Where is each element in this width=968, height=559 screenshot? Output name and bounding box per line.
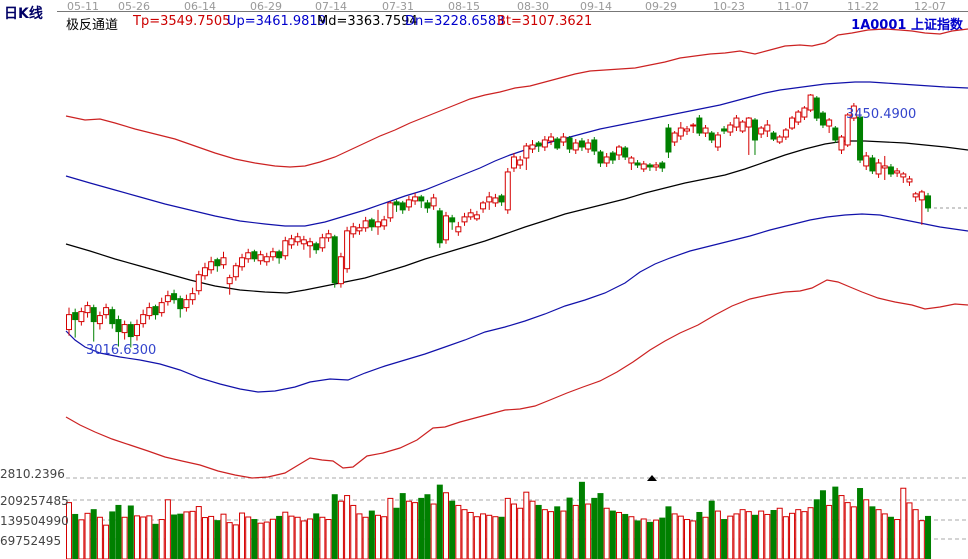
channel-line-up	[65, 81, 968, 227]
indicator-name: 极反通道	[66, 18, 119, 33]
date-tick-10-23: 10-23	[713, 0, 745, 13]
channel-line-bt	[65, 279, 968, 479]
channel-line-tp	[65, 28, 968, 168]
volume-series	[66, 481, 932, 559]
indicator-param: Dn=3228.6583	[405, 14, 505, 29]
date-tick-07-31: 07-31	[382, 0, 414, 13]
triangle-marker-icon	[647, 475, 657, 481]
symbol-name: 上证指数	[910, 18, 963, 33]
top-frame-line	[57, 11, 968, 12]
indicator-param: Tp=3549.7505	[133, 14, 231, 29]
indicator-param: Up=3461.9819	[227, 14, 326, 29]
peak-price-annotation: 3450.4900	[846, 107, 917, 122]
date-tick-11-07: 11-07	[777, 0, 809, 13]
date-tick-08-30: 08-30	[517, 0, 549, 13]
channel-line-dn	[65, 213, 968, 393]
channel-line-md	[65, 140, 968, 294]
indicator-param: Bt=3107.3621	[497, 14, 593, 29]
date-tick-06-29: 06-29	[250, 0, 282, 13]
date-tick-05-11: 05-11	[67, 0, 99, 13]
channel-lines	[65, 28, 968, 479]
volume-axis-label-1: 209257485	[0, 494, 69, 508]
date-tick-05-26: 05-26	[118, 0, 150, 13]
indicator-param: Md=3363.7594	[317, 14, 418, 29]
date-tick-09-29: 09-29	[645, 0, 677, 13]
price-axis-min-label: 2810.2396	[0, 467, 65, 481]
x-axis-date-row: 05-11 05-26 06-14 06-29 07-14 07-31 08-15 08-30…	[0, 0, 968, 13]
date-tick-08-15: 08-15	[448, 0, 480, 13]
date-tick-09-14: 09-14	[580, 0, 612, 13]
volume-axis-label-3: 69752495	[0, 534, 62, 548]
trough-price-annotation: 3016.6300	[86, 343, 157, 358]
date-tick-11-22: 11-22	[847, 0, 879, 13]
date-tick-12-07: 12-07	[914, 0, 946, 13]
period-label: 日K线	[4, 6, 43, 22]
date-tick-06-14: 06-14	[184, 0, 216, 13]
date-tick-07-14: 07-14	[315, 0, 347, 13]
indicator-row: 极反通道 Tp=3549.7505 Up=3461.9819 Md=3363.759…	[0, 14, 968, 33]
candlestick-series	[66, 94, 932, 348]
volume-axis-label-2: 139504990	[0, 514, 69, 528]
